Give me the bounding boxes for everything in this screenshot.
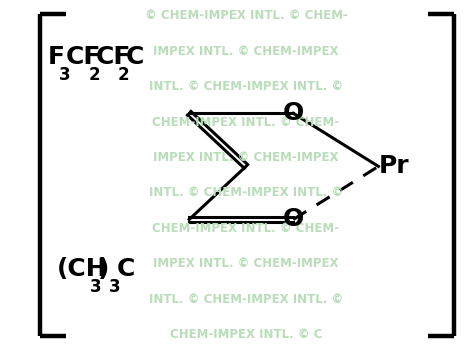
Text: CHEM-IMPEX INTL. © C: CHEM-IMPEX INTL. © C <box>170 328 322 341</box>
Text: O: O <box>283 207 304 232</box>
Text: CHEM-IMPEX INTL. © CHEM-: CHEM-IMPEX INTL. © CHEM- <box>152 222 340 235</box>
Text: CF: CF <box>96 45 131 69</box>
Text: IMPEX INTL. © CHEM-IMPEX: IMPEX INTL. © CHEM-IMPEX <box>153 151 339 164</box>
Text: F: F <box>47 45 64 69</box>
Text: CF: CF <box>66 45 101 69</box>
Text: IMPEX INTL. © CHEM-IMPEX: IMPEX INTL. © CHEM-IMPEX <box>153 45 339 58</box>
Text: INTL. © CHEM-IMPEX INTL. ©: INTL. © CHEM-IMPEX INTL. © <box>149 80 343 93</box>
Text: 2: 2 <box>88 65 100 84</box>
Text: IMPEX INTL. © CHEM-IMPEX: IMPEX INTL. © CHEM-IMPEX <box>153 257 339 270</box>
Text: 3: 3 <box>109 278 121 296</box>
Text: ): ) <box>98 257 109 281</box>
Text: INTL. © CHEM-IMPEX INTL. ©: INTL. © CHEM-IMPEX INTL. © <box>149 293 343 306</box>
Text: C: C <box>116 257 135 281</box>
Text: Pr: Pr <box>378 154 409 178</box>
Text: © CHEM-IMPEX INTL. © CHEM-: © CHEM-IMPEX INTL. © CHEM- <box>145 10 347 22</box>
Text: 3: 3 <box>59 65 70 84</box>
Text: O: O <box>283 101 304 125</box>
Text: 2: 2 <box>118 65 130 84</box>
Text: 3: 3 <box>90 278 102 296</box>
Text: CHEM-IMPEX INTL. © CHEM-: CHEM-IMPEX INTL. © CHEM- <box>152 116 340 129</box>
Text: C: C <box>125 45 144 69</box>
Text: (CH: (CH <box>57 257 107 281</box>
Text: INTL. © CHEM-IMPEX INTL. ©: INTL. © CHEM-IMPEX INTL. © <box>149 187 343 199</box>
